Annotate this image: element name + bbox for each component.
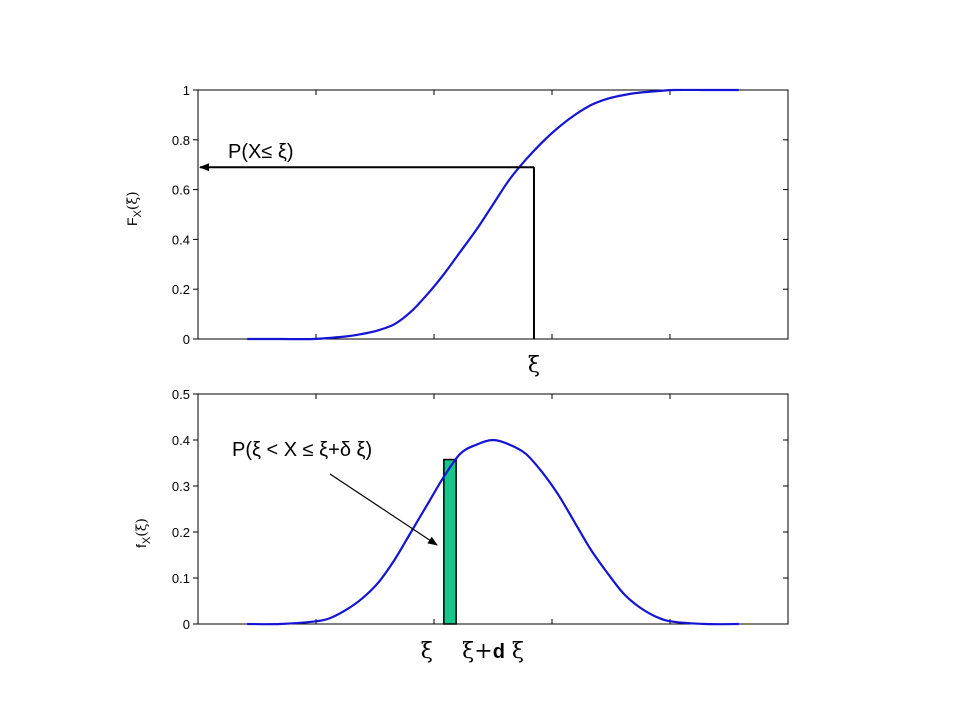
cdf-y-tick-label: 0.2 xyxy=(172,282,190,297)
pdf-y-tick-label: 0.2 xyxy=(172,525,190,540)
pdf-y-axis: 0 0.1 0.2 0.3 0.4 0.5 xyxy=(172,387,788,632)
pdf-y-tick-label: 0.4 xyxy=(172,433,190,448)
cdf-y-axis-label: FX(ξ) xyxy=(124,191,144,226)
pdf-xi-label: ξ xyxy=(421,639,433,664)
cdf-plot-frame xyxy=(197,89,789,340)
cdf-y-axis: 0 0.2 0.4 0.6 0.8 1 xyxy=(172,83,788,347)
cdf-y-tick-label: 0.8 xyxy=(172,133,190,148)
cdf-x-axis xyxy=(315,90,671,339)
pdf-annotation-arrow xyxy=(329,473,438,546)
pdf-chart: 00.10.20.30.40.5 fX(ξ) P(ξ < X ≤ ξ+δ ξ) … xyxy=(133,387,789,664)
pdf-y-tick-label: 0.1 xyxy=(172,571,190,586)
pdf-plot-frame xyxy=(197,393,789,625)
pdf-y-tick-label: 0 xyxy=(183,617,190,632)
cdf-annotation: P(X≤ ξ) xyxy=(228,141,294,163)
cdf-xi-label: ξ xyxy=(528,353,540,378)
pdf-series-line xyxy=(247,438,739,626)
cdf-series-line xyxy=(247,88,739,341)
cdf-y-tick-label: 1 xyxy=(183,83,190,98)
cdf-chart: 0 0.2 0.4 0.6 0.8 1 FX(ξ) P(X≤ ξ) ξ xyxy=(124,83,789,378)
pdf-y-tick-label: 0.5 xyxy=(172,387,190,402)
pdf-probability-band xyxy=(443,458,457,625)
pdf-y-axis-label: fX(ξ) xyxy=(133,518,153,548)
pdf-x-axis xyxy=(315,394,671,624)
cdf-y-tick-label: 0.4 xyxy=(172,232,190,247)
pdf-xi-plus-dxi-label: ξ+d ξ xyxy=(462,639,524,664)
pdf-annotation: P(ξ < X ≤ ξ+δ ξ) xyxy=(232,439,372,461)
cdf-y-tick-label: 0.6 xyxy=(172,183,190,198)
pdf-y-tick-label: 0.3 xyxy=(172,479,190,494)
cdf-y-tick-label: 0 xyxy=(183,332,190,347)
